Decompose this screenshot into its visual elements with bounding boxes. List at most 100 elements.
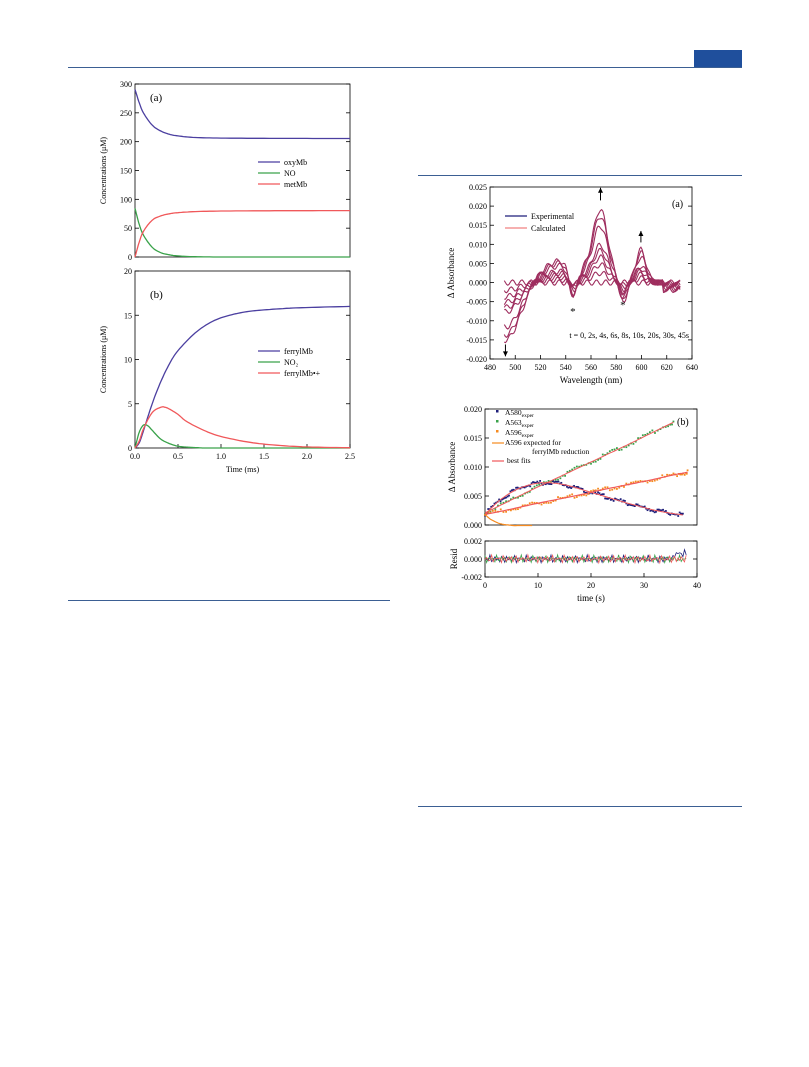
dot-a563 [611, 448, 614, 451]
y-tick-label: 150 [120, 167, 132, 176]
y-axis-label: Δ Absorbance [447, 442, 457, 493]
dot-a596 [597, 487, 599, 490]
legend-a563-label: A563exper [505, 418, 534, 429]
plot-frame [134, 270, 351, 449]
x-tick-label: 540 [560, 363, 572, 372]
dot-a580 [588, 492, 591, 495]
dot-a580 [591, 492, 594, 495]
dot-a580 [532, 481, 534, 483]
series-line-1 [134, 423, 350, 449]
dot-a580 [533, 481, 536, 484]
legend-expected-label-2: ferrylMb reduction [532, 447, 590, 456]
dot-a596 [681, 473, 683, 476]
dot-a563 [648, 431, 651, 434]
legend-bestfits-label: best fits [507, 456, 531, 465]
dot-a596 [505, 510, 507, 513]
top-rule [68, 67, 742, 68]
dot-a563 [533, 485, 536, 488]
series-line-oxyMb [134, 89, 350, 140]
dot-a596 [661, 474, 664, 477]
y-tick-label: 0.005 [469, 259, 487, 268]
dot-a563 [601, 453, 604, 456]
dot-a563 [510, 498, 512, 501]
arrow-up-563-head [598, 187, 604, 193]
dot-a596 [540, 503, 543, 506]
dot-a580 [547, 482, 550, 485]
dot-a580 [566, 485, 568, 488]
dot-a580 [556, 480, 558, 483]
dot-a563 [625, 446, 628, 449]
dot-a596 [542, 502, 545, 504]
legend-item-oxyMb-label: oxyMb [284, 158, 307, 167]
dot-a596 [489, 511, 492, 514]
y-tick-label: 0.025 [469, 183, 487, 192]
dot-a563 [667, 425, 670, 428]
dot-a580 [498, 498, 501, 501]
dot-a563 [651, 429, 654, 432]
dot-a580 [563, 484, 566, 487]
x-tick-label: 2.5 [345, 452, 355, 461]
dot-a580 [646, 509, 649, 512]
dot-a563 [594, 460, 597, 463]
dot-a596 [632, 481, 635, 484]
dot-a563 [641, 434, 644, 437]
dot-a580 [667, 513, 670, 515]
dot-a596 [517, 508, 519, 511]
dot-a580 [653, 511, 656, 514]
x-tick-label: 600 [636, 363, 648, 372]
x-tick-label: 560 [585, 363, 597, 372]
y-axis-label: Resid [449, 548, 459, 569]
dot-a580 [499, 500, 502, 503]
dot-a563 [632, 442, 635, 445]
dot-a580 [508, 494, 510, 497]
dot-a580 [628, 503, 631, 506]
legend-item-1-label: NO₂ [284, 358, 299, 367]
dot-a580 [487, 508, 490, 510]
dot-a580 [581, 487, 584, 490]
dot-a596 [566, 495, 569, 498]
dot-a596 [637, 480, 640, 483]
y-tick-label: 0.020 [469, 202, 487, 211]
dot-a596 [608, 489, 611, 492]
y-tick-label: 0 [128, 444, 132, 453]
dot-a596 [575, 496, 578, 498]
dot-a563 [494, 508, 497, 511]
dot-a580 [525, 485, 527, 488]
dot-a596 [601, 487, 604, 490]
dot-a580 [554, 480, 557, 483]
dot-a580 [612, 499, 615, 502]
x-tick-label: 0.5 [173, 452, 183, 461]
dot-a580 [656, 508, 659, 511]
dot-a563 [564, 474, 566, 477]
chart-right-a: -0.020 -0.015 -0.010 -0.005 0.000 0.005 0.010 0… [446, 183, 698, 385]
series-line-2 [134, 406, 350, 449]
y-tick-label: 50 [124, 224, 132, 233]
y-axis-label: Δ Absorbance [446, 248, 456, 299]
dot-a563 [502, 501, 505, 504]
dot-a580 [614, 497, 616, 500]
dot-a563 [487, 511, 490, 514]
dot-a580 [551, 480, 554, 483]
dot-a596 [590, 490, 592, 492]
legend-expected-label-1: A596 expected for [505, 438, 561, 447]
dot-a596 [499, 508, 502, 511]
dot-a580 [674, 513, 676, 516]
dot-a563 [573, 466, 576, 469]
dot-a596 [672, 472, 675, 475]
dot-a563 [590, 462, 592, 465]
dot-a596 [616, 488, 618, 490]
dot-a563 [672, 420, 675, 423]
dot-a596 [552, 500, 555, 502]
dot-a596 [686, 469, 689, 472]
legend-item-NO-label: NO [284, 169, 296, 178]
dot-a580 [636, 503, 639, 506]
dot-a563 [550, 480, 552, 483]
dot-a580 [605, 497, 608, 500]
dot-a596 [494, 509, 497, 512]
dot-a596 [606, 486, 609, 489]
header-tab [694, 50, 742, 67]
dot-a563 [499, 502, 502, 505]
dot-a580 [575, 485, 578, 488]
dot-a580 [550, 483, 553, 486]
dot-a596 [639, 480, 642, 482]
